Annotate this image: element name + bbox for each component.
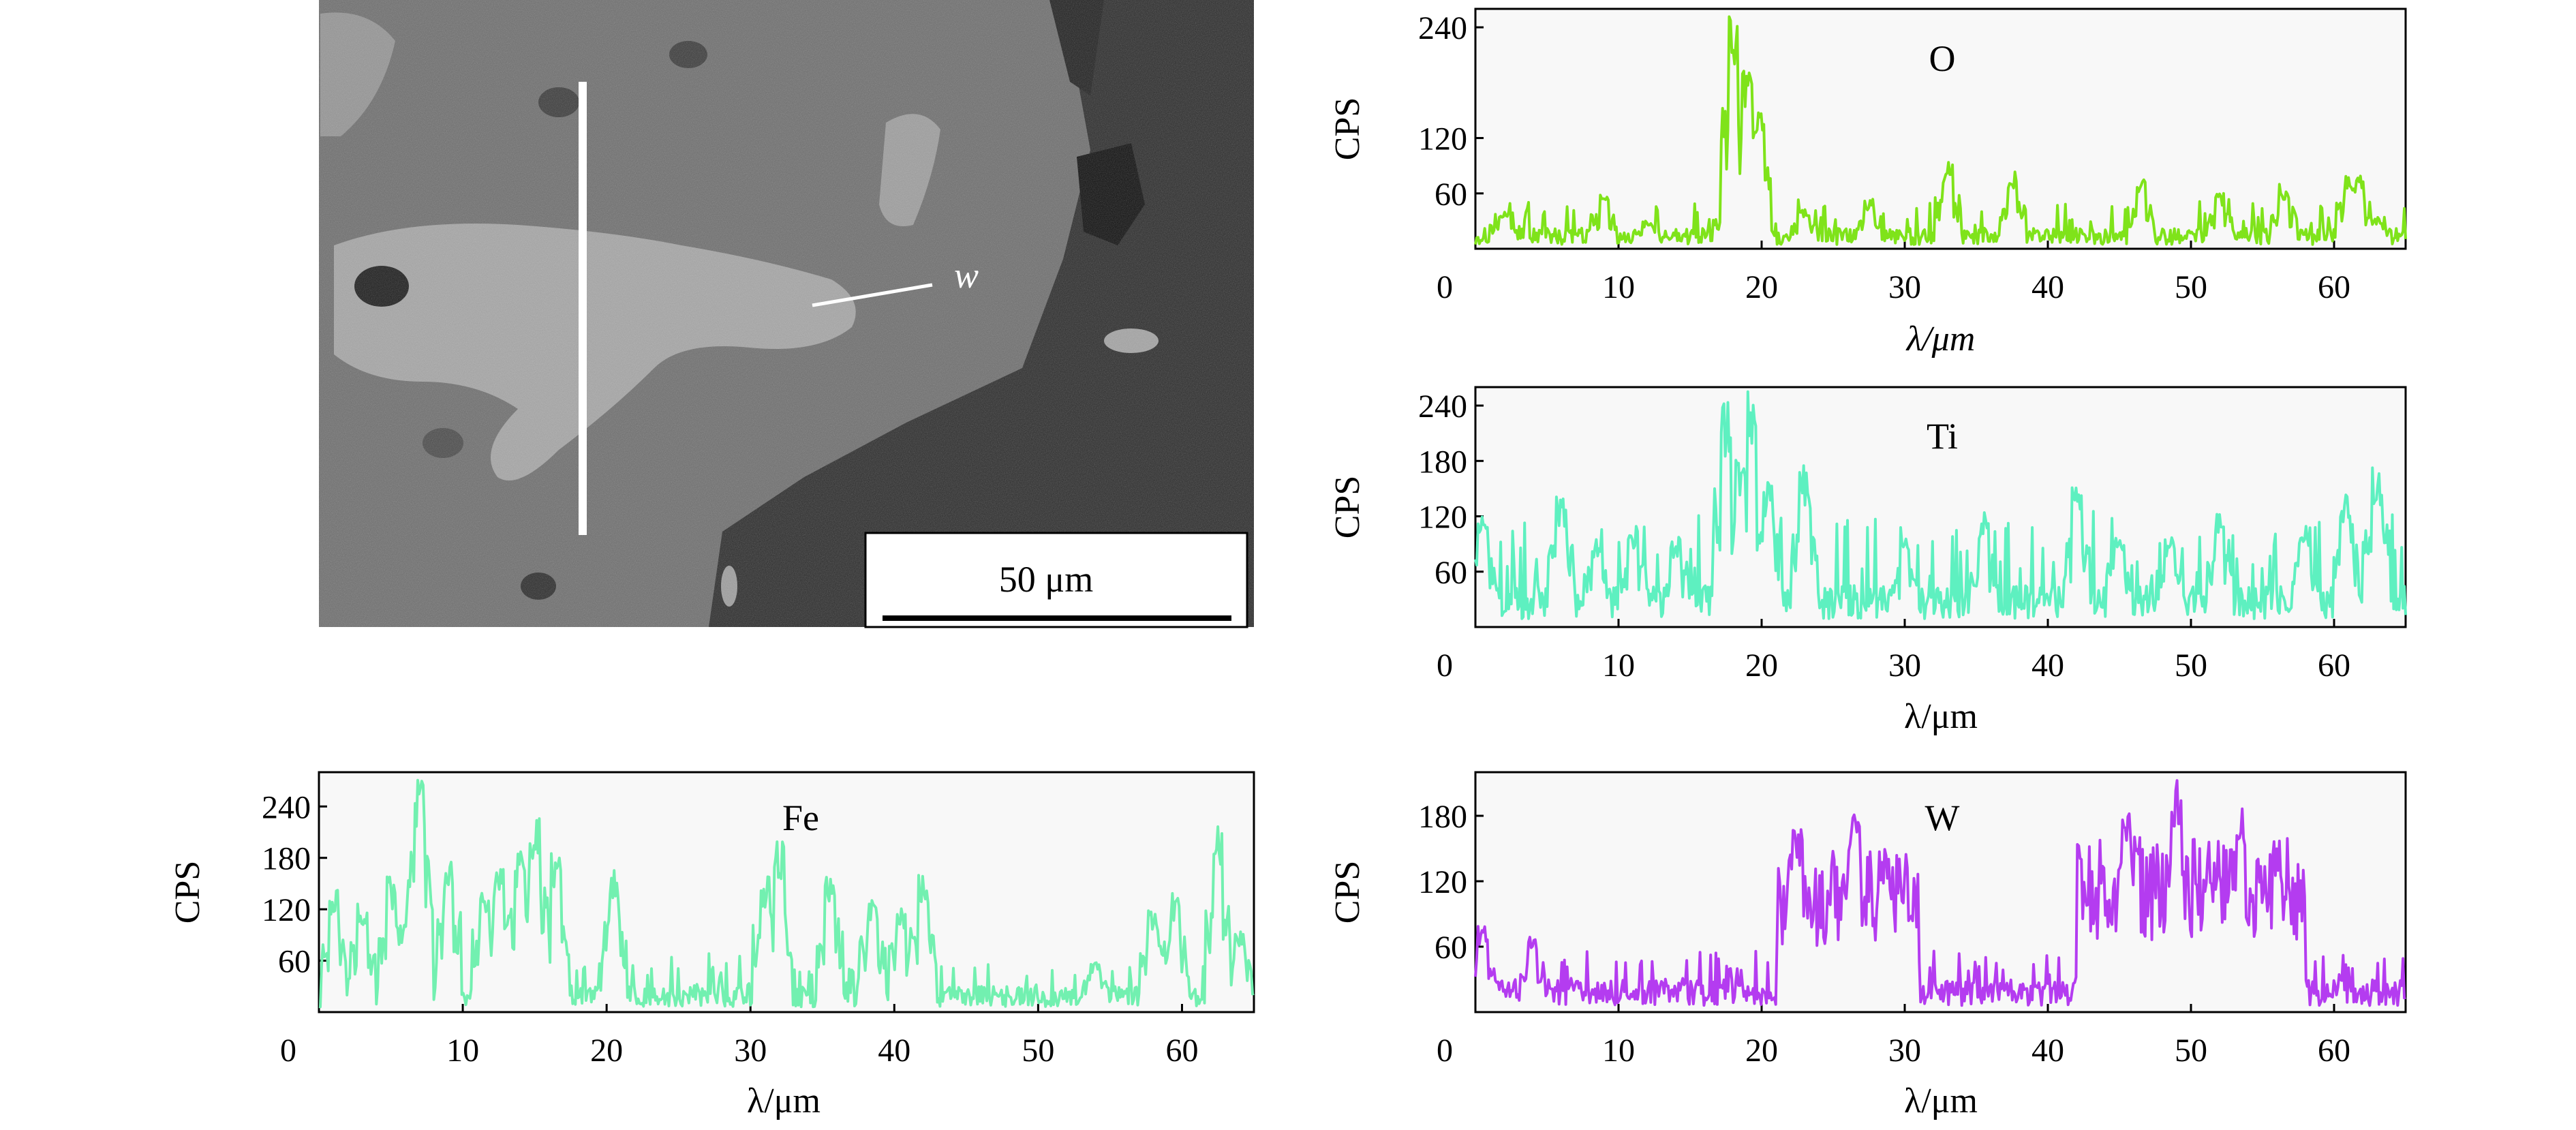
chart-tungsten: W CPS λ/μm 0 10 20 30 40 50 60 60 120 180 — [1328, 771, 2407, 1120]
x-tick-label: 40 — [2031, 647, 2064, 684]
x-tick-label: 60 — [1165, 1033, 1198, 1069]
x-tick-label: 60 — [2318, 1033, 2350, 1069]
y-axis-label: CPS — [168, 861, 207, 924]
y-tick-label: 240 — [262, 789, 311, 825]
x-tick-label: 20 — [1745, 269, 1778, 305]
element-label: W — [1925, 797, 1960, 838]
x-axis-label: λ/μm — [1904, 697, 1978, 736]
y-tick-label: 120 — [262, 892, 311, 928]
y-tick-label: 120 — [1418, 864, 1467, 900]
x-tick-label: 20 — [1745, 647, 1778, 684]
x-tick-label: 30 — [1888, 647, 1921, 684]
scale-bar-box — [864, 532, 1248, 628]
chart-iron: Fe CPS λ/μm 0 10 20 30 40 50 60 60 120 180 240 — [168, 771, 1255, 1120]
y-tick-label: 60 — [1435, 177, 1467, 213]
x-tick-label: 10 — [1602, 269, 1635, 305]
x-tick-label: 60 — [2318, 647, 2350, 684]
y-tick-label: 60 — [1435, 930, 1467, 966]
x-tick-label: 40 — [2031, 269, 2064, 305]
y-tick-label: 180 — [1418, 799, 1467, 835]
x-tick-label: 0 — [1437, 647, 1453, 684]
x-tick-label: 30 — [734, 1033, 767, 1069]
y-tick-label: 180 — [1418, 444, 1467, 480]
scale-bar-label: 50 μm — [999, 559, 1093, 600]
y-axis-label: CPS — [1328, 476, 1367, 539]
x-tick-label: 20 — [1745, 1033, 1778, 1069]
phase-label-w: w — [954, 255, 979, 296]
x-tick-label: 40 — [2031, 1033, 2064, 1069]
y-tick-label: 240 — [1418, 10, 1467, 46]
x-tick-label: 20 — [590, 1033, 623, 1069]
x-tick-label: 10 — [1602, 647, 1635, 684]
element-label: O — [1929, 38, 1956, 79]
y-axis-label: CPS — [1328, 97, 1367, 161]
y-tick-label: 60 — [278, 944, 311, 980]
y-tick-label: 60 — [1435, 555, 1467, 591]
x-tick-label: 50 — [2175, 1033, 2207, 1069]
plot-area — [318, 771, 1255, 1013]
x-tick-label: 10 — [1602, 1033, 1635, 1069]
x-tick-label: 50 — [1022, 1033, 1054, 1069]
x-axis-label: λ/μm — [747, 1082, 821, 1120]
x-tick-label: 0 — [1437, 1033, 1453, 1069]
plot-area — [1474, 386, 2407, 628]
x-tick-label: 40 — [878, 1033, 910, 1069]
x-tick-label: 0 — [1437, 269, 1453, 305]
x-tick-label: 0 — [280, 1033, 296, 1069]
y-tick-label: 120 — [1418, 121, 1467, 157]
y-tick-label: 120 — [1418, 500, 1467, 536]
x-tick-label: 60 — [2318, 269, 2350, 305]
phase-label-leader — [812, 283, 933, 307]
series-line-W — [1474, 779, 2406, 1007]
x-tick-label: 10 — [446, 1033, 479, 1069]
series-line-Ti — [1474, 390, 2407, 620]
element-label: Ti — [1927, 416, 1958, 457]
y-tick-label: 180 — [262, 841, 311, 877]
x-tick-label: 50 — [2175, 269, 2207, 305]
x-tick-label: 30 — [1888, 1033, 1921, 1069]
element-label: Fe — [782, 797, 819, 838]
series-line-O — [1474, 15, 2407, 246]
x-tick-label: 50 — [2175, 647, 2207, 684]
series-line-Fe — [318, 778, 1255, 1009]
x-axis-label: λ/μm — [1904, 1082, 1978, 1120]
y-tick-label: 240 — [1418, 388, 1467, 425]
x-tick-label: 30 — [1888, 269, 1921, 305]
chart-titanium: Ti CPS λ/μm 0 10 20 30 40 50 60 60 120 180 240 — [1328, 386, 2407, 736]
x-axis-label: λ/μm — [1905, 320, 1976, 358]
chart-oxygen: O CPS λ/μm 0 10 20 30 40 50 60 60 120 240 — [1328, 7, 2407, 358]
sem-micrograph: w 50 μm — [319, 0, 1254, 628]
y-axis-label: CPS — [1328, 861, 1367, 924]
